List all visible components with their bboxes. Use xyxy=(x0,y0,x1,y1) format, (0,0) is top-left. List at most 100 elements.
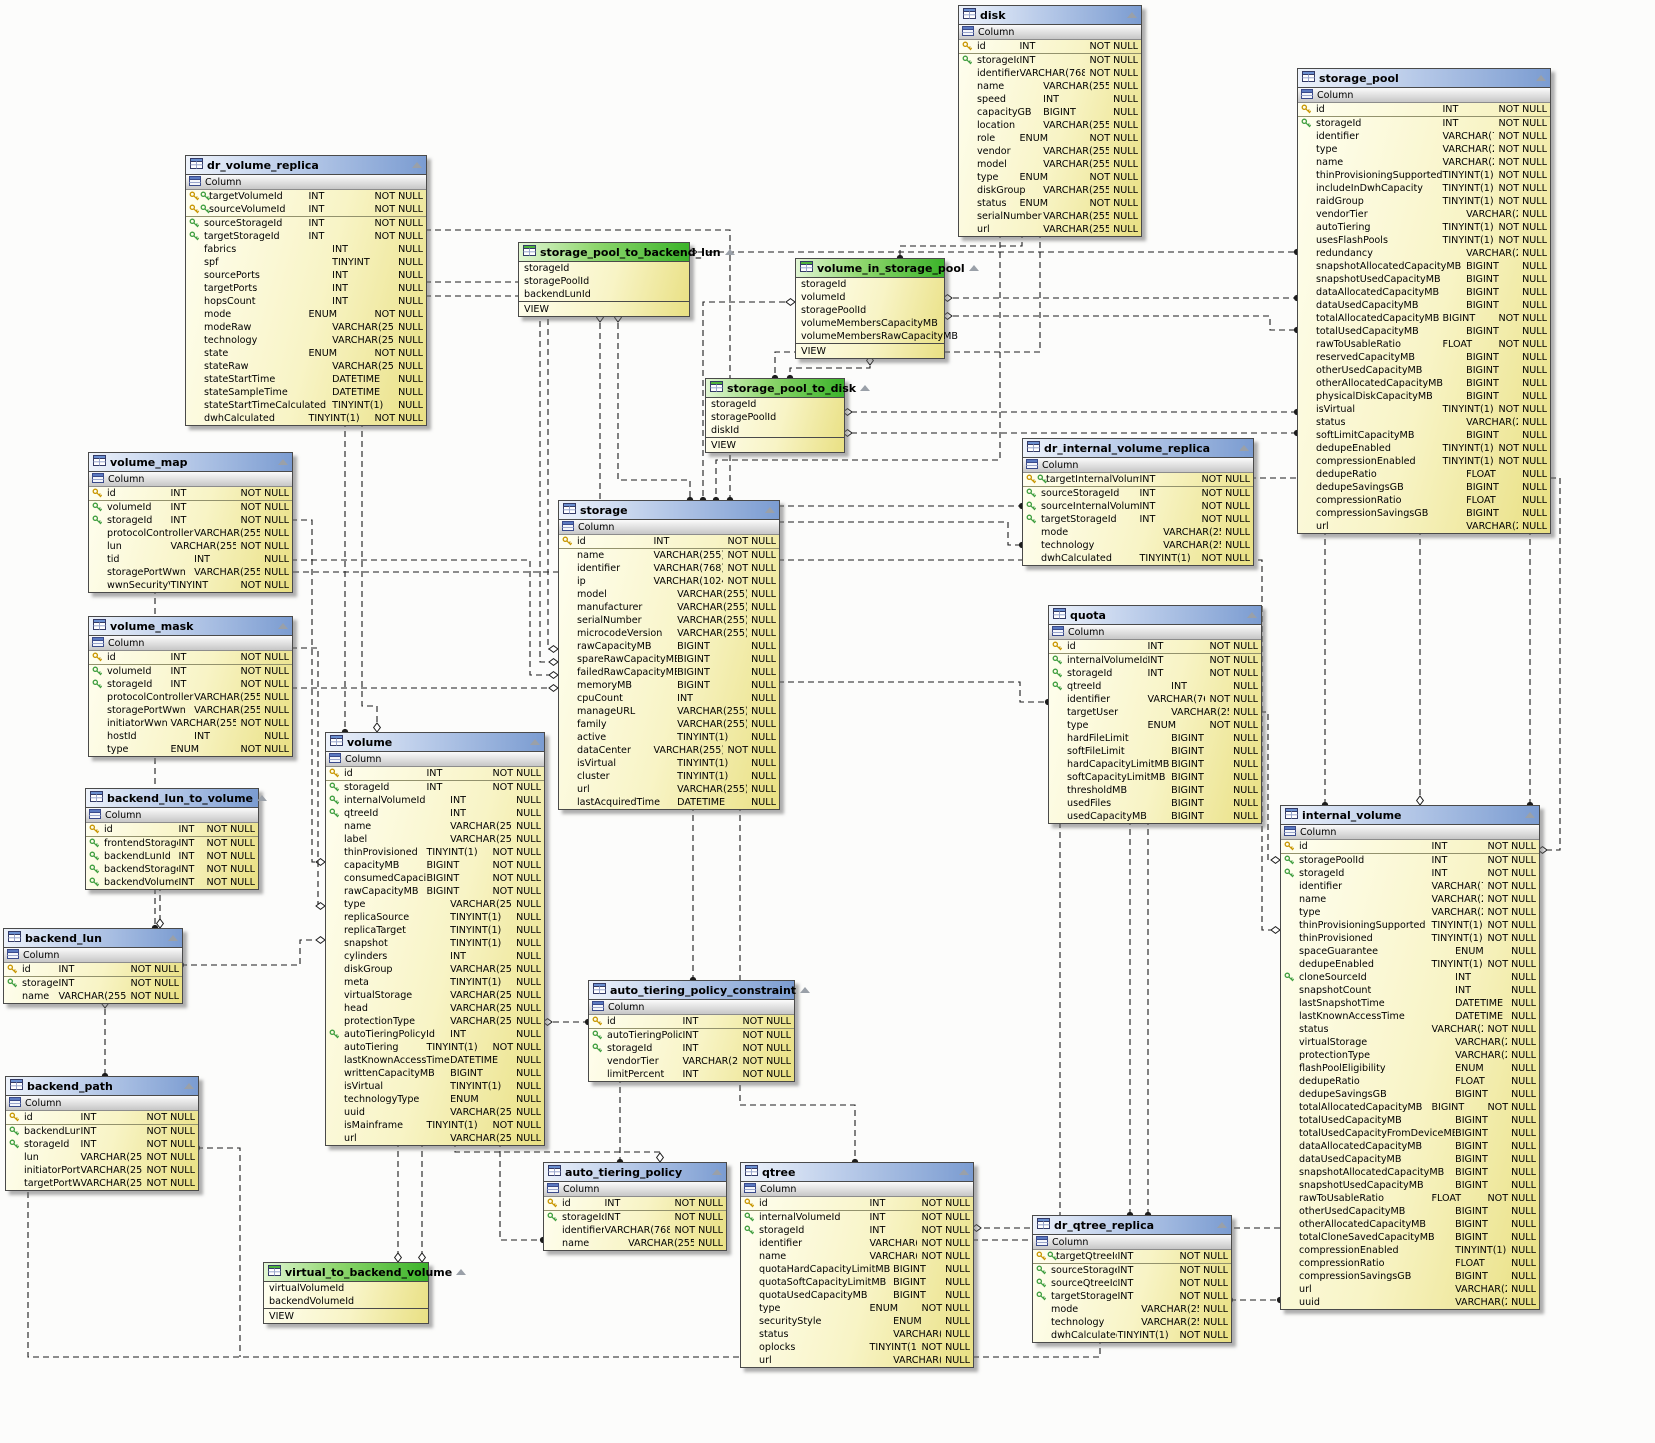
column-row[interactable]: lun VARCHAR(255)NOT NULL xyxy=(89,540,292,553)
table-header[interactable]: storage_pool_to_backend_lun xyxy=(519,243,735,262)
column-row[interactable]: replicaSource TINYINT(1) NULL xyxy=(326,911,544,924)
column-row[interactable]: name VARCHAR(255) NOT NULL xyxy=(1281,893,1539,906)
column-row[interactable]: otherAllocatedCapacityMB BIGINT NULL xyxy=(1298,377,1550,390)
column-row[interactable]: location VARCHAR(255) NULL xyxy=(959,119,1141,132)
column-row[interactable]: protectionType VARCHAR(255) NULL xyxy=(1281,1049,1539,1062)
column-row[interactable]: totalUsedCapacityMB BIGINT NULL xyxy=(1298,325,1550,338)
table-header[interactable]: auto_tiering_policy xyxy=(544,1163,726,1182)
column-row[interactable]: totalAllocatedCapacityMB BIGINT NOT NULL xyxy=(1281,1101,1539,1114)
view-column-row[interactable]: volumeMembersCapacityMB xyxy=(796,317,944,330)
column-row[interactable]: internalVolumeId INT NOT NULL xyxy=(1049,653,1261,667)
table-dr_qtree_replica[interactable]: dr_qtree_replica Column targetQtreeId INT NO… xyxy=(1032,1215,1232,1343)
column-row[interactable]: softLimitCapacityMB BIGINT NULL xyxy=(1298,429,1550,442)
collapse-arrow-icon[interactable] xyxy=(1536,75,1546,81)
collapse-arrow-icon[interactable] xyxy=(530,739,540,745)
view-column-row[interactable]: virtualVolumeId xyxy=(264,1282,428,1295)
column-row[interactable]: type VARCHAR(255) NOT NULL xyxy=(1298,143,1550,156)
collapse-arrow-icon[interactable] xyxy=(257,795,268,801)
column-row[interactable]: id INT NOT NULL xyxy=(89,651,292,664)
column-row[interactable]: internalVolumeId INT NOT NULL xyxy=(741,1210,973,1224)
column-row[interactable]: type VARCHAR(255) NULL xyxy=(326,898,544,911)
column-row[interactable]: manufacturer VARCHAR(255) NULL xyxy=(559,601,779,614)
table-header[interactable]: disk xyxy=(959,6,1141,25)
column-row[interactable]: status ENUM NOT NULL xyxy=(959,197,1141,210)
table-header[interactable]: storage_pool xyxy=(1298,69,1550,88)
column-row[interactable]: lastKnownAccessTime DATETIME NULL xyxy=(326,1054,544,1067)
column-row[interactable]: technology VARCHAR(255) NULL xyxy=(186,334,426,347)
view-column-row[interactable]: storagePoolId xyxy=(519,275,689,288)
collapse-arrow-icon[interactable] xyxy=(1247,612,1257,618)
column-row[interactable]: usesFlashPools TINYINT(1) NOT NULL xyxy=(1298,234,1550,247)
collapse-arrow-icon[interactable] xyxy=(712,1169,722,1175)
column-row[interactable]: meta TINYINT(1) NULL xyxy=(326,976,544,989)
column-row[interactable]: compressionSavingsGB BIGINT NULL xyxy=(1281,1270,1539,1283)
table-volume[interactable]: volume Column id INT NOT NULL storageId INT NOT… xyxy=(325,732,545,1146)
column-row[interactable]: head VARCHAR(255) NULL xyxy=(326,1002,544,1015)
column-row[interactable]: type ENUM NOT NULL xyxy=(1049,719,1261,732)
column-row[interactable]: reservedCapacityMB BIGINT NULL xyxy=(1298,351,1550,364)
column-row[interactable]: microcodeVersion VARCHAR(255) NULL xyxy=(559,627,779,640)
column-row[interactable]: stateStartTime DATETIME NULL xyxy=(186,373,426,386)
column-row[interactable]: id INT NOT NULL xyxy=(959,40,1141,53)
column-row[interactable]: raidGroup TINYINT(1) NOT NULL xyxy=(1298,195,1550,208)
view-column-row[interactable]: diskId xyxy=(706,424,844,437)
column-row[interactable]: initiatorPortWwnVARCHAR(255)NOT NULL xyxy=(6,1164,198,1177)
view-column-row[interactable]: backendVolumeId xyxy=(264,1295,428,1308)
column-row[interactable]: protocolController VARCHAR(255) NULL xyxy=(89,691,292,704)
relationship-line[interactable] xyxy=(739,805,856,1162)
column-row[interactable]: status VARCHAR(255) NOT NULL xyxy=(1281,1023,1539,1036)
table-quota[interactable]: quota Column id INT NOT NULL internalVolumeId… xyxy=(1048,605,1262,824)
column-row[interactable]: replicaTarget TINYINT(1) NULL xyxy=(326,924,544,937)
column-row[interactable]: targetInternalVolumeIdINT NOT NULL xyxy=(1023,473,1253,486)
column-row[interactable]: lastKnownAccessTime DATETIME NULL xyxy=(1281,1010,1539,1023)
table-header[interactable]: backend_path xyxy=(6,1077,198,1096)
table-storage[interactable]: storage Column id INT NOT NULL name VARCHAR(25… xyxy=(558,500,780,810)
collapse-arrow-icon[interactable] xyxy=(184,1083,194,1089)
table-header[interactable]: internal_volume xyxy=(1281,806,1539,825)
column-row[interactable]: frontendStorageIdINT NOT NULL xyxy=(86,836,258,850)
column-row[interactable]: dedupeSavingsGB BIGINT NULL xyxy=(1298,481,1550,494)
relationship-line[interactable] xyxy=(715,232,1001,500)
column-row[interactable]: id INT NOT NULL xyxy=(559,535,779,548)
column-row[interactable]: stateRaw VARCHAR(255) NULL xyxy=(186,360,426,373)
column-row[interactable]: softFileLimit BIGINT NULL xyxy=(1049,745,1261,758)
table-header[interactable]: storage xyxy=(559,501,779,520)
column-row[interactable]: family VARCHAR(255) NULL xyxy=(559,718,779,731)
relationship-line[interactable] xyxy=(291,647,325,907)
table-header[interactable]: volume_in_storage_pool xyxy=(796,259,979,278)
column-row[interactable]: active TINYINT(1) NULL xyxy=(559,731,779,744)
column-row[interactable]: id INT NOT NULL xyxy=(1298,103,1550,116)
collapse-arrow-icon[interactable] xyxy=(1217,1222,1227,1228)
column-row[interactable]: role ENUM NOT NULL xyxy=(959,132,1141,145)
column-row[interactable]: serialNumber VARCHAR(255) NULL xyxy=(559,614,779,627)
column-row[interactable]: cpuCount INT NULL xyxy=(559,692,779,705)
relationship-line[interactable] xyxy=(425,295,558,663)
column-row[interactable]: spf TINYINT NULL xyxy=(186,256,426,269)
column-row[interactable]: physicalDiskCapacityMB BIGINT NULL xyxy=(1298,390,1550,403)
column-row[interactable]: id INT NOT NULL xyxy=(544,1197,726,1210)
column-row[interactable]: sourceInternalVolumeIdINT NOT NULL xyxy=(1023,500,1253,513)
column-row[interactable]: redundancy VARCHAR(255) NULL xyxy=(1298,247,1550,260)
column-row[interactable]: totalUsedCapacityMB BIGINT NULL xyxy=(1281,1114,1539,1127)
table-volume_map[interactable]: volume_map Column id INT NOT NULL volumeId INT… xyxy=(88,452,293,593)
column-row[interactable]: speed INT NULL xyxy=(959,93,1141,106)
column-row[interactable]: dataAllocatedCapacityMB BIGINT NULL xyxy=(1298,286,1550,299)
view-column-row[interactable]: volumeMembersRawCapacityMB xyxy=(796,330,958,343)
column-row[interactable]: compressionSavingsGB BIGINT NULL xyxy=(1298,507,1550,520)
column-row[interactable]: thinProvisioned TINYINT(1) NOT NULL xyxy=(1281,932,1539,945)
column-row[interactable]: targetQtreeId INT NOT NULL xyxy=(1033,1250,1231,1263)
column-row[interactable]: isMainframe TINYINT(1) NOT NULL xyxy=(326,1119,544,1132)
